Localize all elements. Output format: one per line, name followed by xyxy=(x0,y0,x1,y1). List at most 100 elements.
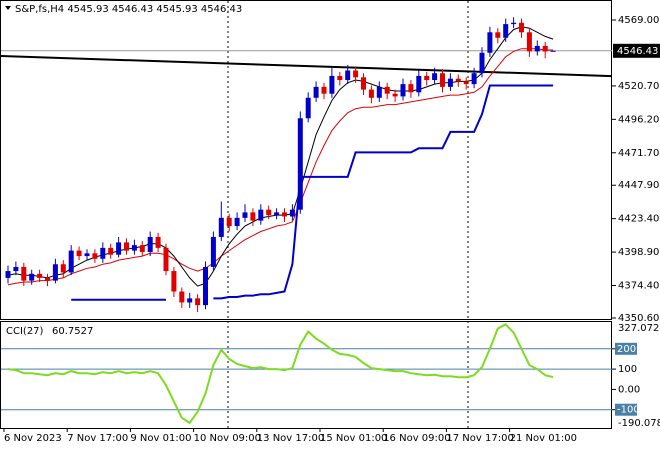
candle-body xyxy=(147,236,153,252)
candle-body xyxy=(408,84,414,93)
candle-body xyxy=(282,212,287,217)
candle-body xyxy=(432,73,438,81)
candle-body xyxy=(163,247,169,272)
x-tick-label: 9 Nov 01:00 xyxy=(130,433,191,444)
candle-body xyxy=(76,250,82,257)
cci-tick-label: -100 xyxy=(617,405,640,416)
y-tick-label: 4520.70 xyxy=(618,81,659,92)
candle-body xyxy=(542,45,548,52)
cci-tick-label: 0.00 xyxy=(618,384,640,395)
candle-body xyxy=(100,247,106,259)
candle-body xyxy=(21,266,27,281)
x-tick-label: 7 Nov 17:00 xyxy=(67,433,128,444)
cci-value: 60.7527 xyxy=(52,326,93,337)
y-tick-label: 4423.40 xyxy=(618,214,659,225)
candle-body xyxy=(139,245,145,252)
x-tick-label: 15 Nov 01:00 xyxy=(320,433,387,444)
y-tick-label: 4496.20 xyxy=(618,114,659,125)
candle-body xyxy=(203,266,208,306)
candle-body xyxy=(234,217,240,227)
cci-line xyxy=(7,323,554,425)
price-box xyxy=(613,43,660,58)
candle-body xyxy=(511,22,517,25)
y-tick-label: 4350.60 xyxy=(618,313,659,324)
candle-body xyxy=(519,22,524,33)
candle-body xyxy=(92,253,98,259)
main-panel-frame xyxy=(0,0,612,320)
x-tick-label: 10 Nov 09:00 xyxy=(194,433,261,444)
candle-body xyxy=(108,247,114,255)
candle-body xyxy=(337,75,343,81)
candle-body xyxy=(345,70,351,81)
x-tick-label: 16 Nov 09:00 xyxy=(383,433,450,444)
y-tick-label: 4569.00 xyxy=(618,15,659,26)
candle-body xyxy=(60,264,66,273)
candle-body xyxy=(321,86,327,94)
cci-max-label: 327.0724 xyxy=(618,323,660,334)
candle-body xyxy=(384,86,390,94)
candle-body xyxy=(171,271,177,292)
cci-tick-box xyxy=(615,342,637,355)
x-tick-label: 6 Nov 2023 xyxy=(4,433,62,444)
candle-body xyxy=(242,212,248,218)
y-tick-label: 4398.90 xyxy=(618,247,659,258)
y-tick-label: 4471.70 xyxy=(618,148,659,159)
candle-body xyxy=(503,24,509,38)
chart-title: S&P,fs,H4 4545.93 4546.43 4545.93 4546,4… xyxy=(15,4,242,15)
indicator-line xyxy=(7,48,554,286)
x-tick-label: 13 Nov 17:00 xyxy=(257,433,324,444)
candle-body xyxy=(376,86,382,98)
y-tick-label: 4374.40 xyxy=(618,281,659,292)
long-ma xyxy=(0,55,613,78)
candle-body xyxy=(471,73,477,85)
candle-body xyxy=(116,242,122,255)
candle-body xyxy=(479,52,485,74)
price-label: 4546.43 xyxy=(617,46,658,57)
candle-body xyxy=(37,273,43,278)
candle-body xyxy=(368,89,374,98)
candle-body xyxy=(218,217,224,237)
x-tick-label: 21 Nov 01:00 xyxy=(510,433,577,444)
candle-body xyxy=(416,75,422,93)
x-tick-label: 17 Nov 17:00 xyxy=(446,433,513,444)
candle-body xyxy=(550,50,556,52)
title-arrow xyxy=(5,6,11,10)
candle-body xyxy=(29,273,35,281)
candle-body xyxy=(440,73,445,87)
cci-tick-label: 100 xyxy=(618,364,637,375)
candle-body xyxy=(226,217,232,227)
candle-body xyxy=(289,209,295,217)
candle-body xyxy=(297,118,303,210)
candle-body xyxy=(495,32,501,38)
candle-body xyxy=(210,236,216,267)
candle-body xyxy=(155,236,161,248)
candle-body xyxy=(131,245,137,251)
candle-body xyxy=(534,45,540,52)
candle-body xyxy=(5,271,11,278)
candle-body xyxy=(52,264,58,281)
candle-body xyxy=(195,298,201,306)
cci-tick-box xyxy=(615,403,637,416)
candle-body xyxy=(266,209,272,216)
cci-tick-label: 200 xyxy=(617,344,636,355)
candle-body xyxy=(13,266,19,272)
candle-body xyxy=(526,32,532,52)
candle-body xyxy=(84,253,90,257)
candle-body xyxy=(250,212,256,221)
candle-body xyxy=(305,97,311,119)
candle-body xyxy=(124,242,129,251)
candle-body xyxy=(187,298,193,303)
candle-body xyxy=(487,32,493,53)
candle-body xyxy=(313,86,319,98)
candle-body xyxy=(455,78,461,82)
indicator-line xyxy=(71,84,554,301)
cci-title: CCI(27) xyxy=(6,326,44,337)
cci-panel-frame xyxy=(0,321,612,429)
candle-body xyxy=(361,77,366,90)
candle-body xyxy=(329,75,335,94)
candle-body xyxy=(447,78,453,87)
candle-body xyxy=(463,81,469,85)
indicator-line xyxy=(7,26,554,287)
candle-body xyxy=(258,209,264,221)
